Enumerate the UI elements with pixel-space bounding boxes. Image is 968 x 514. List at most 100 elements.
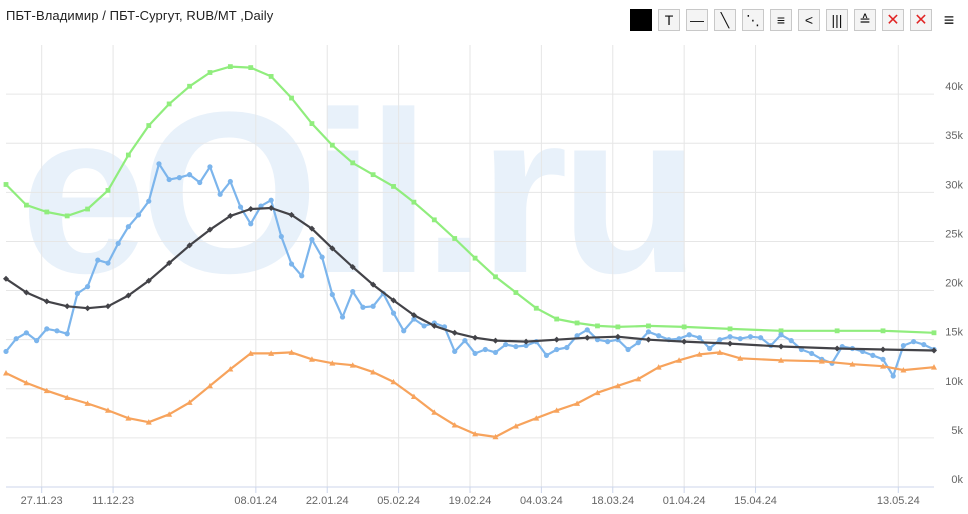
series-2-point [186,242,193,249]
y-tick-label: 0k [951,474,963,486]
series-1-point [268,197,274,203]
series-3-point [349,362,356,368]
series-1-point [13,336,19,342]
series-0-point [207,70,213,75]
series-1-point [523,342,529,349]
series-3-point [370,369,377,375]
series-3-point [849,361,856,367]
x-tick-label: 22.01.24 [306,495,349,507]
series-2-point [681,338,688,345]
y-tick-label: 15k [945,327,963,339]
series-0-point [370,172,376,178]
three-lines-icon: ≡ [776,12,786,28]
big-x-icon: ✕ [914,12,928,29]
series-0-point [350,160,356,166]
series-0-point [125,152,131,158]
series-1-point [625,346,631,353]
series-1-point [635,340,641,346]
series-0-point [23,202,29,208]
series-2-point [834,345,841,352]
series-0-point [227,64,233,70]
series-3-point [166,411,173,417]
series-2-point [778,343,785,350]
menu-button[interactable]: ≡ [938,9,960,31]
series-0-point [187,83,192,89]
series-1-point [686,332,692,338]
trend-line-button[interactable]: ╲ [714,9,736,31]
series-2-point [288,211,295,218]
series-3-point [472,430,479,437]
series-2-point [492,337,499,344]
series-3-point [512,423,519,429]
series-0-point [595,323,600,329]
series-1-point [360,304,366,310]
series-1-point [452,348,458,355]
series-3-point [206,382,213,389]
chart-title: ПБТ-Владимир / ПБТ-Сургут, RUB/MT ,Daily [6,8,274,23]
series-1-point [54,328,60,334]
delete-all-button[interactable]: ✕ [910,9,932,31]
series-3-point [186,399,193,405]
horizontal-lines-button[interactable]: ≡ [770,9,792,31]
series-1-point [370,303,376,309]
series-2-point [523,338,530,345]
y-tick-label: 35k [945,130,963,142]
series-1-point [778,332,784,338]
series-3-point [431,409,438,415]
series-0-point [452,236,458,241]
color-black-button[interactable] [630,9,652,31]
delete-selected-button[interactable]: ✕ [882,9,904,31]
series-1-point [870,352,876,358]
series-1-point [64,331,70,337]
series-1-point [319,254,325,260]
series-3-point [553,407,560,413]
series-0-point [834,328,840,334]
series-1-point [900,342,907,349]
parallel-diagonal-icon: ⋱ [746,11,760,28]
series-1-point [350,288,356,295]
series-1-point [421,323,427,329]
series-1-point [390,310,397,316]
series-3-point [43,387,50,394]
series-3-point [676,357,683,363]
series-0-point [493,274,498,280]
series-3-point [737,355,744,361]
fan-icon: < [804,12,814,28]
series-2-point [43,298,50,305]
series-1-point [84,284,91,290]
x-tick-label: 04.03.24 [520,495,563,507]
series-2-point [247,206,254,213]
series-0-point [411,199,417,205]
text-tool-button[interactable]: T [658,9,680,31]
series-1-point [676,336,682,342]
series-1-point [696,335,703,341]
series-1-point [503,341,509,348]
series-0-point [615,324,621,330]
parallel-lines-button[interactable]: ⋱ [742,9,764,31]
text-tool-icon: T [664,12,674,28]
series-2-line [5,206,935,352]
fan-lines-button[interactable]: < [798,9,820,31]
series-3-point [900,367,907,373]
series-3-point [655,364,662,370]
series-1-point [911,339,917,345]
series-0-point [105,187,111,193]
series-1-point [278,233,284,240]
series-1-point [707,345,713,352]
series-1-point [135,212,142,218]
vertical-lines-button[interactable]: ||| [826,9,848,31]
x-tick-label: 19.02.24 [449,495,492,507]
series-1-point [207,164,213,170]
x-tick-label: 08.01.24 [234,495,277,507]
drawing-toolbar: T — ╲ ⋱ ≡ < ||| ≙ ✕ ✕ ≡ [630,9,960,31]
horizontal-line-button[interactable]: — [686,9,708,31]
series-3-point [227,366,234,372]
series-1-point [95,257,101,263]
series-3-point [23,379,30,386]
small-x-icon: ✕ [886,12,900,29]
series-0-point [64,213,70,219]
fibonacci-button[interactable]: ≙ [854,9,876,31]
horizontal-line-icon: — [690,12,704,28]
series-3-point [696,351,703,357]
series-1-point [727,334,733,340]
